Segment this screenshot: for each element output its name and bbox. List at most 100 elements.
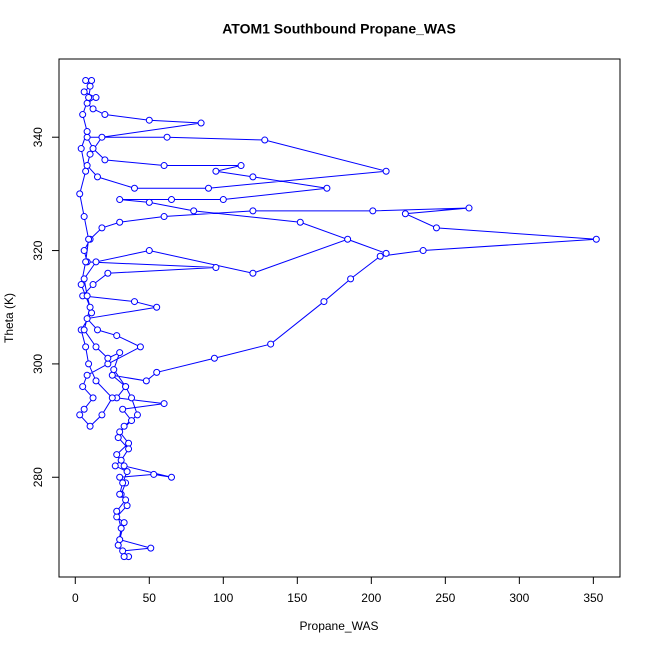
data-point [382,249,390,257]
data-point [125,445,133,453]
data-point [89,394,97,402]
data-point [93,173,101,181]
data-point [83,371,91,379]
data-point [249,173,257,181]
data-point [122,496,130,504]
plot-frame [58,58,621,578]
data-point [117,456,125,464]
data-point [147,544,155,552]
data-point [77,281,85,289]
data-point [153,303,161,311]
data-point [163,133,171,141]
data-point [123,468,131,476]
data-point [82,77,90,85]
data-point [130,184,138,192]
data-point [108,371,116,379]
data-point [119,405,127,413]
data-point [80,213,88,221]
data-point [130,298,138,306]
data-point [344,235,352,243]
data-point [83,292,91,300]
data-point [82,167,90,175]
y-tick-label: 340 [31,127,45,147]
data-point [128,394,136,402]
data-point [167,473,175,481]
data-point [128,417,136,425]
data-point [249,207,257,215]
x-tick-label: 250 [435,591,455,605]
y-axis-title: Theta (K) [2,293,16,343]
data-point [190,207,198,215]
data-point [116,536,124,544]
data-point [160,162,168,170]
data-point [104,354,112,362]
data-point [123,502,131,510]
data-point [323,184,331,192]
data-point [86,82,94,90]
data-point [108,394,116,402]
data-point [83,162,91,170]
data-point [76,411,84,419]
data-point [79,111,87,119]
data-point [376,252,384,260]
y-tick-label: 320 [31,240,45,260]
data-point [160,400,168,408]
data-point [114,541,122,549]
data-point [110,366,118,374]
data-point [119,547,127,555]
data-point [83,128,91,136]
data-point [261,136,269,144]
x-tick-label: 350 [583,591,603,605]
data-point [98,224,106,232]
data-point [401,210,409,218]
data-point [116,490,124,498]
x-tick-label: 100 [213,591,233,605]
data-point [153,368,161,376]
data-point [237,162,245,170]
data-point [98,133,106,141]
data-point [83,315,91,323]
data-point [104,269,112,277]
data-point [88,309,96,317]
data-point [465,204,473,212]
data-point [77,145,85,153]
data-point [145,247,153,255]
data-point [101,111,109,119]
data-point [80,326,88,334]
data-point [116,196,124,204]
data-point [92,377,100,385]
data-point [145,116,153,124]
data-point [92,94,100,102]
data-point [101,156,109,164]
data-point [113,451,121,459]
data-point [113,513,121,521]
data-point [76,190,84,198]
data-point [89,145,97,153]
data-line [79,80,597,557]
data-point [80,88,88,96]
data-point [116,349,124,357]
data-point [160,213,168,221]
data-point [80,405,88,413]
data-point [86,422,94,430]
data-point [142,377,150,385]
data-point [98,411,106,419]
data-point [120,519,128,527]
data-point [89,281,97,289]
data-point [83,99,91,107]
data-point [267,340,275,348]
data-point [92,258,100,266]
data-point [145,198,153,206]
chart-title: ATOM1 Southbound Propane_WAS [222,21,456,37]
data-point [347,275,355,283]
data-point [85,360,93,368]
data-point [320,298,328,306]
data-point [167,196,175,204]
data-point [85,235,93,243]
data-point [80,247,88,255]
data-point [85,94,93,102]
data-point [111,462,119,470]
data-point [80,275,88,283]
